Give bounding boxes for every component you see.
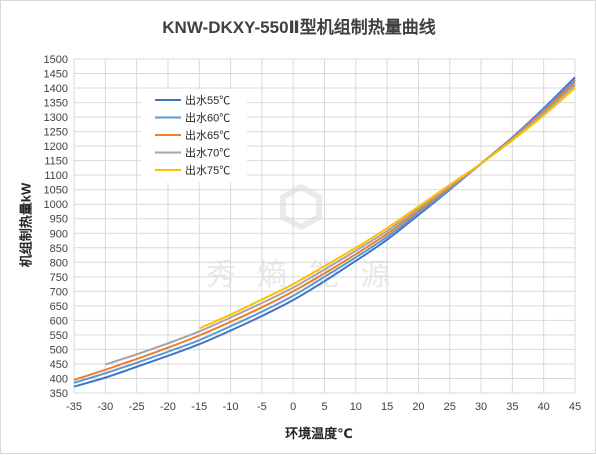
- x-tick-label: 35: [506, 401, 518, 413]
- x-tick-label: 40: [538, 401, 550, 413]
- x-tick-label: -25: [129, 401, 145, 413]
- y-tick-label: 1250: [44, 127, 68, 139]
- y-tick-label: 950: [50, 214, 68, 226]
- y-tick-label: 1500: [44, 54, 68, 66]
- y-tick-label: 750: [50, 272, 68, 284]
- y-tick-label: 1100: [44, 170, 68, 182]
- y-tick-label: 350: [50, 388, 68, 400]
- y-tick-label: 850: [50, 243, 68, 255]
- x-tick-label: 0: [290, 401, 296, 413]
- x-tick-label: 45: [569, 401, 581, 413]
- series-line-4: [198, 87, 576, 330]
- y-tick-label: 1350: [44, 98, 68, 110]
- y-tick-label: 400: [50, 373, 68, 385]
- x-tick-label: 30: [475, 401, 487, 413]
- y-tick-label: 500: [50, 344, 68, 356]
- x-tick-label: -35: [66, 401, 82, 413]
- chart-title: KNW-DKXY-550Ⅱ型机组制热量曲线: [162, 18, 436, 37]
- x-tick-label: 20: [412, 401, 424, 413]
- y-axis-label: 机组制热量kW: [18, 182, 34, 268]
- x-tick-label: 15: [381, 401, 393, 413]
- y-tick-label: 1000: [44, 199, 68, 211]
- y-tick-label: 1150: [44, 156, 68, 168]
- legend-label: 出水55℃: [185, 93, 230, 107]
- legend-label: 出水75℃: [185, 163, 230, 177]
- y-tick-label: 1200: [44, 141, 68, 153]
- y-tick-label: 600: [50, 315, 68, 327]
- y-tick-label: 1300: [44, 112, 68, 124]
- x-tick-label: -15: [191, 401, 207, 413]
- y-tick-label: 900: [50, 228, 68, 240]
- x-tick-label: -30: [97, 401, 113, 413]
- x-tick-label: -20: [160, 401, 176, 413]
- x-tick-label: -10: [223, 401, 239, 413]
- y-tick-label: 650: [50, 301, 68, 313]
- legend-label: 出水60℃: [185, 111, 230, 125]
- x-tick-label: -5: [257, 401, 267, 413]
- y-tick-label: 450: [50, 359, 68, 371]
- x-tick-label: 25: [444, 401, 456, 413]
- y-tick-label: 1050: [44, 185, 68, 197]
- legend-label: 出水65℃: [185, 128, 230, 142]
- y-tick-label: 800: [50, 257, 68, 269]
- x-tick-label: 5: [321, 401, 327, 413]
- y-tick-label: 550: [50, 330, 68, 342]
- watermark-logo: 秀 熵 能 源: [206, 183, 397, 293]
- legend-label: 出水70℃: [185, 146, 230, 160]
- svg-text:秀 熵 能 源: 秀 熵 能 源: [206, 258, 397, 293]
- y-tick-label: 700: [50, 286, 68, 298]
- y-tick-label: 1400: [44, 83, 68, 95]
- x-tick-label: 10: [350, 401, 362, 413]
- y-tick-label: 1450: [44, 69, 68, 81]
- x-axis-label: 环境温度℃: [285, 426, 353, 441]
